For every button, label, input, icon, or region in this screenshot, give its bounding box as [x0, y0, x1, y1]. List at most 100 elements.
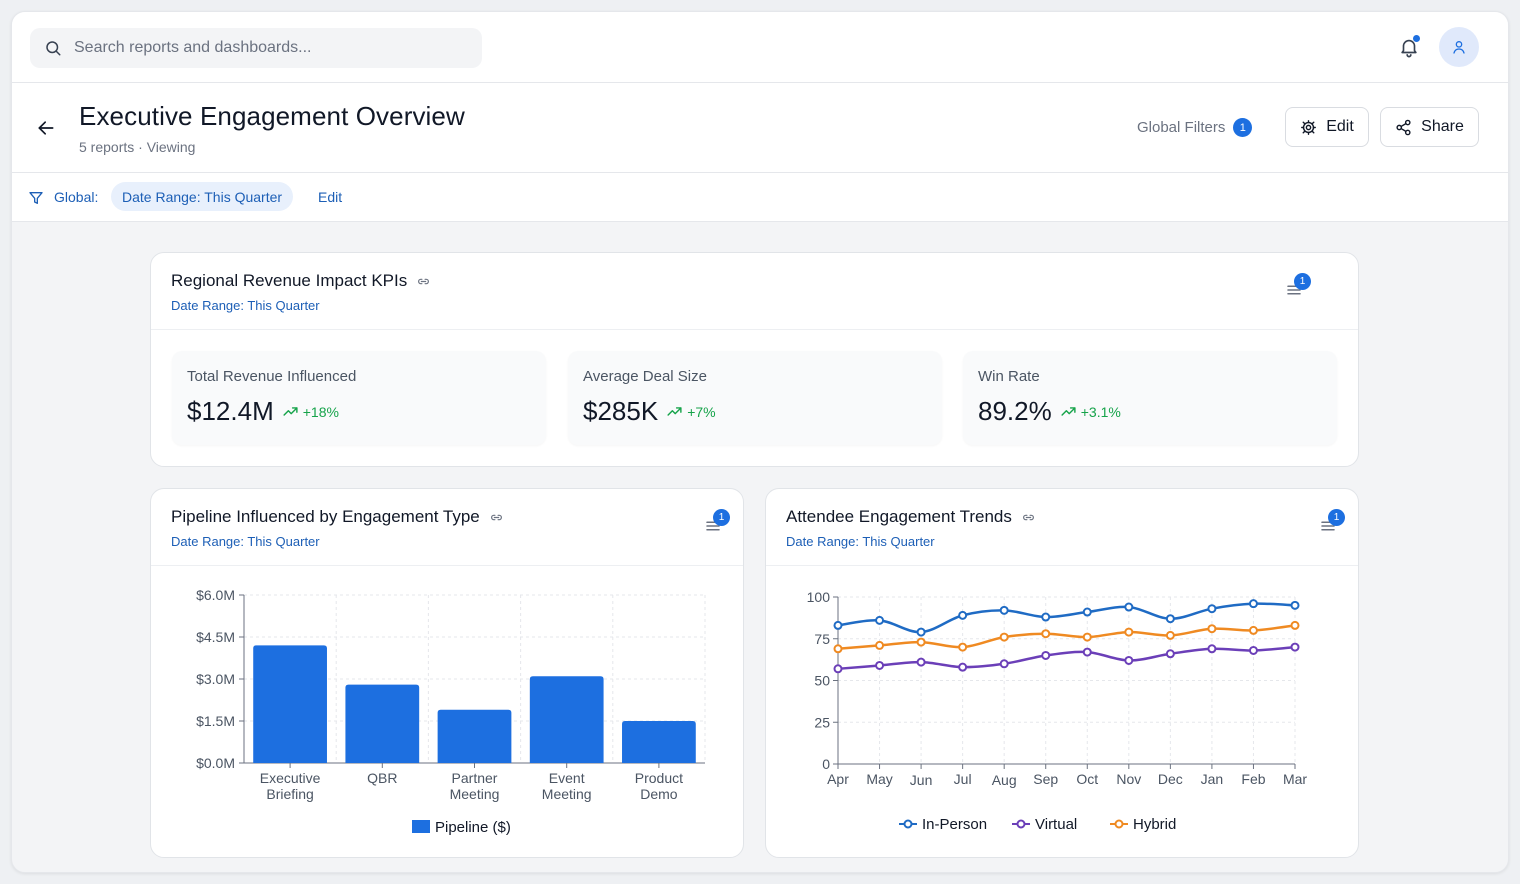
- data-point: [1207, 644, 1217, 654]
- global-filters-label: Global Filters: [1137, 119, 1226, 136]
- x-tick-label-line: Partner: [452, 770, 498, 786]
- search-input[interactable]: Search reports and dashboards...: [30, 28, 482, 68]
- pipeline-card-filter-button[interactable]: 1: [704, 509, 730, 537]
- back-arrow-icon[interactable]: [36, 118, 56, 138]
- x-tick-label-line: Executive: [260, 770, 321, 786]
- data-point: [1165, 649, 1175, 659]
- x-tick-label: Oct: [1076, 771, 1098, 787]
- link-icon[interactable]: [1022, 511, 1035, 524]
- data-point: [1207, 624, 1217, 634]
- global-filters-count-badge: 1: [1233, 118, 1253, 137]
- legend-label: Pipeline ($): [435, 819, 511, 836]
- data-point: [875, 640, 885, 650]
- y-tick-label: 50: [814, 673, 830, 689]
- bar: [529, 676, 604, 763]
- bell-icon: [1401, 39, 1417, 58]
- kpi-value-row: 89.2% +3.1%: [978, 396, 1121, 427]
- trends-card-filter-count: 1: [1328, 509, 1345, 526]
- data-point: [999, 659, 1009, 669]
- trends-card-filter-button[interactable]: 1: [1319, 509, 1345, 537]
- user-avatar-button[interactable]: [1439, 27, 1479, 67]
- date-range-filter-chip[interactable]: Date Range: This Quarter: [111, 182, 294, 211]
- user-icon: [1453, 41, 1465, 54]
- y-tick-label: 100: [807, 589, 831, 605]
- data-point: [1041, 650, 1051, 660]
- kpi-card-header: Regional Revenue Impact KPIs Date Range:…: [151, 253, 1358, 330]
- search-icon: [46, 41, 61, 56]
- trend-up-icon: [1061, 407, 1076, 416]
- x-tick-label: Mar: [1283, 771, 1307, 787]
- x-tick-label: QBR: [367, 770, 397, 786]
- x-tick-label-line: Product: [635, 770, 683, 786]
- chart-legend: In-Person Virtual Hybrid: [899, 816, 1176, 833]
- search-placeholder: Search reports and dashboards...: [74, 39, 312, 56]
- page-title: Executive Engagement Overview: [79, 101, 465, 131]
- x-tick-label-line: Demo: [640, 786, 678, 802]
- x-tick-label: Jul: [954, 771, 972, 787]
- x-tick-label: Product Demo: [635, 770, 683, 802]
- legend-swatch: [412, 820, 430, 833]
- kpi-value: $12.4M: [187, 396, 274, 426]
- pipeline-card-filter-count: 1: [713, 509, 730, 526]
- pipeline-card-filter-text: Date Range: This Quarter: [171, 534, 320, 549]
- link-icon[interactable]: [490, 511, 503, 524]
- trends-card-header: Attendee Engagement Trends Date Range: T…: [766, 489, 1358, 566]
- x-tick-label-line: Meeting: [542, 786, 592, 802]
- data-point: [1124, 655, 1134, 665]
- data-point: [875, 615, 885, 625]
- data-point: [1165, 614, 1175, 624]
- x-tick-label-line: Briefing: [266, 786, 313, 802]
- kpi-delta-text: +3.1%: [1080, 403, 1121, 420]
- pipeline-bar-chart: $0.0M $1.5M $3.0M $4.5M $6.0M Executive Briefi…: [196, 587, 706, 836]
- data-point: [958, 662, 968, 672]
- data-point: [1124, 602, 1134, 612]
- kpi-delta-text: +7%: [687, 403, 716, 420]
- data-point: [999, 605, 1009, 615]
- data-point: [1248, 599, 1258, 609]
- edit-filters-link[interactable]: Edit: [318, 189, 343, 205]
- kpi-delta: +18%: [282, 403, 339, 420]
- bar: [253, 645, 327, 763]
- x-tick-label: May: [866, 771, 892, 787]
- notifications-button[interactable]: [1398, 35, 1420, 59]
- data-point: [1082, 607, 1092, 617]
- legend-label: Hybrid: [1133, 816, 1176, 833]
- data-point: [833, 664, 843, 674]
- data-point: [999, 632, 1009, 642]
- share-button-label: Share: [1421, 118, 1464, 135]
- x-tick-label: Dec: [1158, 771, 1183, 787]
- pipeline-card: Pipeline Influenced by Engagement Type D…: [150, 488, 744, 858]
- y-tick-label: 25: [814, 714, 830, 730]
- top-bar: Search reports and dashboards...: [12, 12, 1508, 83]
- filter-icon: [29, 192, 43, 204]
- page-header: Executive Engagement Overview 5 reports …: [12, 83, 1508, 173]
- kpi-tile: Average Deal Size $285K +7%: [568, 351, 942, 445]
- y-tick-label: 0: [822, 756, 830, 772]
- bar: [437, 709, 512, 763]
- x-tick-label: Apr: [827, 771, 849, 787]
- pipeline-card-title-text: Pipeline Influenced by Engagement Type: [171, 507, 480, 526]
- link-icon[interactable]: [417, 275, 430, 288]
- bar: [345, 684, 420, 763]
- y-tick-label: $3.0M: [196, 671, 235, 687]
- data-point: [1290, 642, 1300, 652]
- share-button[interactable]: Share: [1380, 107, 1479, 147]
- chart-legend: Pipeline ($): [412, 819, 511, 836]
- legend-label: In-Person: [922, 816, 987, 833]
- global-filters-button[interactable]: Global Filters 1: [1137, 118, 1253, 137]
- data-point: [1041, 612, 1051, 622]
- trends-card-filter-text: Date Range: This Quarter: [786, 534, 935, 549]
- edit-button[interactable]: Edit: [1285, 107, 1369, 147]
- edit-button-label: Edit: [1326, 118, 1354, 135]
- data-point: [1290, 600, 1300, 610]
- kpi-card-filter-button[interactable]: 1: [1285, 273, 1311, 301]
- kpi-value: 89.2%: [978, 396, 1052, 426]
- legend-swatch-dot: [1016, 819, 1026, 829]
- app-window: Search reports and dashboards... Executi…: [11, 11, 1509, 873]
- data-point: [916, 657, 926, 667]
- legend-label: Virtual: [1035, 816, 1077, 833]
- x-tick-label: Executive Briefing: [260, 770, 321, 802]
- data-point: [1207, 604, 1217, 614]
- series-line: [837, 645, 1296, 671]
- data-point: [875, 660, 885, 670]
